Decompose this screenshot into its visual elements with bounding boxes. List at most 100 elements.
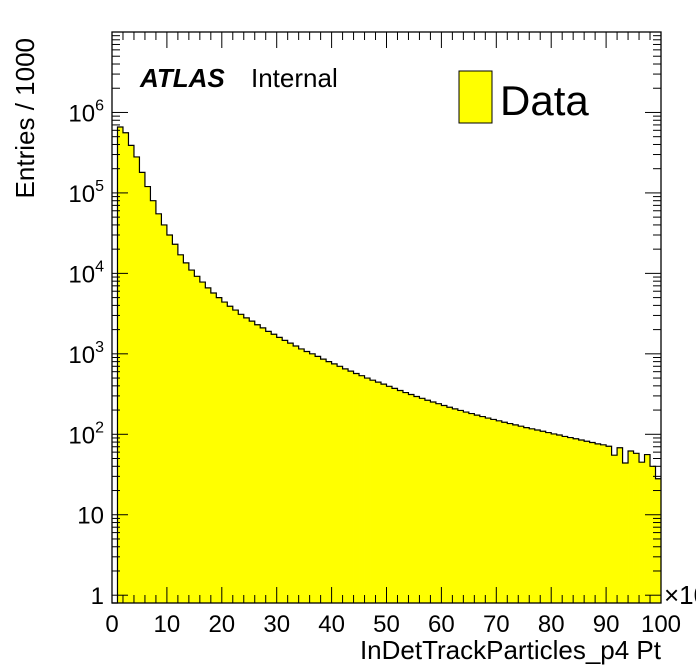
y-axis-label: Entries / 1000 [10,38,40,198]
histogram-bin [348,371,354,603]
x-axis-label: InDetTrackParticles_p4 Pt [360,635,662,665]
histogram-bin [512,424,519,603]
histogram-bin [337,366,343,603]
histogram-bin [249,321,256,603]
x-tick-label: 50 [373,611,400,638]
y-tick-label: 102 [68,419,104,449]
histogram-bin [485,418,492,603]
histogram-bin [474,415,481,603]
histogram-bin [573,438,580,603]
histogram-bin [556,434,563,603]
histogram-bin [309,353,316,603]
histogram-bin [353,373,360,603]
histogram-bin [370,380,376,603]
histogram-bin [446,407,453,603]
x-axis-multiplier: ×10³ [664,580,696,610]
legend: Data [458,70,589,124]
histogram-bin [655,478,662,603]
histogram-bin [183,262,190,603]
histogram-bin [298,348,305,603]
histogram-bin [595,443,602,603]
histogram-bin [265,331,272,603]
histogram-bin [315,356,322,603]
histogram-bin [606,446,612,603]
histogram-bin [622,462,629,603]
histogram-bin [650,466,656,603]
histogram-bin [578,439,585,603]
histogram-bin [326,361,332,603]
histogram-bin [408,394,415,603]
histogram-bin [617,447,623,603]
x-tick-label: 60 [428,611,455,638]
histogram-bin [227,306,234,603]
histogram-bin [529,428,536,603]
histogram-bin [457,410,464,603]
histogram-bin [194,276,201,603]
histogram-bin [177,254,184,603]
histogram-bin [133,156,140,603]
histogram-bin [523,427,530,603]
x-tick-label: 10 [154,611,181,638]
histogram-bin [402,392,409,603]
x-tick-label: 20 [208,611,235,638]
histogram-bin [391,388,398,603]
atlas-sublabel: Internal [251,63,338,93]
histogram-bin [238,314,245,603]
histogram-bin [260,327,267,603]
histogram-bin [243,317,250,603]
histogram-bars [117,126,662,604]
histogram-bin [534,430,541,603]
histogram-bin [254,324,261,603]
histogram-bin [540,431,547,603]
histogram-bin [155,213,162,604]
histogram-bin [545,432,552,603]
legend-swatch [458,70,493,124]
histogram-bin [172,244,179,603]
histogram-bin [287,343,294,603]
histogram-bin [562,436,569,603]
histogram-bin [479,416,486,603]
histogram-bin [452,408,459,603]
histogram-bin [150,200,157,603]
histogram-bin [435,403,442,603]
histogram-bin [271,334,278,603]
histogram-bin [463,412,470,603]
legend-label: Data [500,77,589,124]
histogram-bin [122,132,129,603]
x-tick-labels: 0 10 20 30 40 50 60 70 80 90 100 [105,611,681,638]
histogram-bin [644,454,651,603]
x-tick-label: 100 [641,611,681,638]
histogram-bin [441,405,448,603]
histogram-bin [221,302,228,603]
histogram-outline [112,126,661,604]
histogram-bin [397,390,404,603]
histogram-bin [628,450,634,603]
histogram-bin [600,444,607,603]
histogram-bin [633,453,640,603]
y-tick-label: 106 [68,97,104,127]
histogram-bin [166,234,173,604]
x-tick-label: 0 [105,611,118,638]
atlas-label: ATLAS [139,63,225,93]
x-tick-label: 30 [263,611,290,638]
histogram-bin [413,396,420,603]
histogram-bin [589,442,596,603]
histogram-bin [424,400,431,603]
histogram-bin [210,293,217,603]
x-tick-label: 80 [538,611,565,638]
histogram-bin [359,375,365,603]
histogram-bin [276,337,283,603]
y-tick-label: 1 [91,583,104,610]
histogram-bin [232,310,239,603]
histogram-bin [304,351,311,603]
x-tick-label: 70 [483,611,510,638]
histogram-bin [282,340,289,603]
histogram-bin [381,384,387,603]
histogram-bin [128,145,135,604]
histogram-bin [518,426,525,603]
histogram-bin [364,378,371,603]
y-tick-label: 10 [77,503,104,530]
histogram-bin [199,282,206,603]
y-tick-label: 105 [68,178,104,208]
